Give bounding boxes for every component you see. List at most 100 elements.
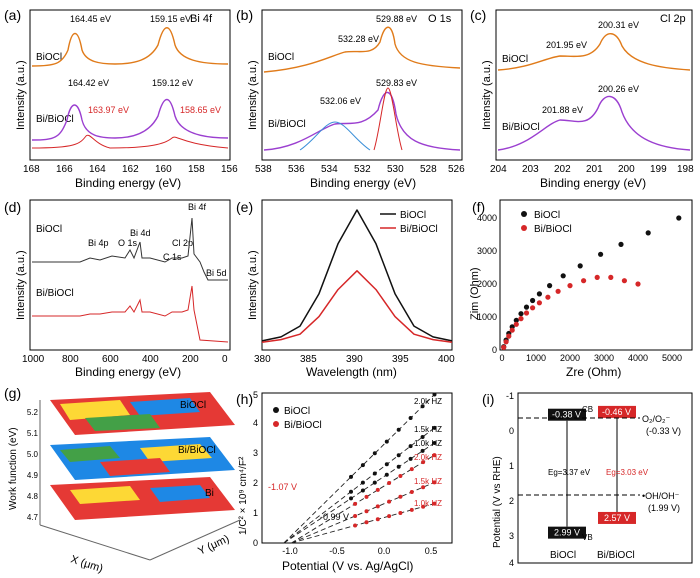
panel-h-point <box>408 456 413 461</box>
panel-i-eg-1: Eg=3.37 eV <box>548 468 591 477</box>
panel-b-ylabel: Intensity (a.u.) <box>247 60 259 130</box>
panel-d-curve-top <box>32 217 228 281</box>
panel-f-ytick: 3000 <box>477 246 497 256</box>
panel-h-point <box>349 474 353 479</box>
panel-a-letter: (a) <box>4 7 21 23</box>
panel-h-xtick: 0.5 <box>425 546 438 556</box>
panel-e-xlabel: Wavelength (nm) <box>306 365 397 379</box>
panel-f-xlabel: Zre (Ohm) <box>566 365 621 379</box>
panel-f: (f) BiOCl Bi/BiOCl 0 1000 2000 3000 4000… <box>469 199 693 379</box>
panel-i-ytick: 1 <box>509 461 514 471</box>
panel-c-xticks: 204 203 202 201 200 199 198 <box>490 164 694 175</box>
panel-d-xtick: 200 <box>182 354 199 365</box>
panel-i-vb-value: 2.99 V <box>554 528 580 538</box>
panel-h-intercept-1: -1.07 V <box>268 482 297 492</box>
panel-a-xtick: 160 <box>155 164 172 175</box>
panel-f-point <box>536 300 543 306</box>
surface-biocl-patch <box>130 398 200 416</box>
panel-f-point <box>547 283 553 289</box>
panel-h-point <box>398 494 403 499</box>
panel-f-point <box>618 241 624 247</box>
panel-h-ytick: 5 <box>253 390 258 400</box>
panel-f-point <box>577 263 583 269</box>
panel-i-cb-value: -0.38 V <box>552 410 581 420</box>
panel-h-point <box>364 520 369 525</box>
panel-h-point <box>432 501 437 506</box>
panel-d: (d) BiOCl Bi/BiOCl Bi 4p O 1s Bi 4d C 1s… <box>4 199 231 379</box>
panel-h-point <box>408 416 413 420</box>
panel-h-point <box>387 481 392 485</box>
panel-g-letter: (g) <box>4 385 21 401</box>
panel-h-freq-r1: 2.0k HZ <box>414 453 442 462</box>
panel-f-point <box>676 215 682 221</box>
panel-b-curve-top <box>263 26 461 73</box>
panel-h-yticks: 0 1 2 3 4 5 <box>253 390 258 548</box>
surface-biocl-patch <box>85 414 160 431</box>
panel-h-legend-marker-1 <box>273 407 279 413</box>
panel-f-xtick: 0 <box>499 353 504 363</box>
panel-f-ytick: 0 <box>492 345 497 355</box>
panel-g-ztick: 5.2 <box>27 408 39 417</box>
panel-h-point <box>421 460 426 465</box>
panel-e-series-1 <box>261 209 453 342</box>
panel-f-point <box>518 311 524 317</box>
panel-h-fit-line <box>291 455 434 544</box>
panel-a-peak3: 164.42 eV <box>68 78 109 88</box>
panel-f-point <box>567 283 573 289</box>
panel-a-xlabel: Binding energy (eV) <box>75 176 181 190</box>
panel-g-ztick: 4.7 <box>27 513 39 522</box>
panel-d-curve-bottom <box>32 285 229 343</box>
panel-g-layer-3: Bi <box>205 488 214 499</box>
panel-f-point <box>506 333 512 339</box>
panel-f-point <box>645 230 651 236</box>
panel-g-zticks: 5.2 5.1 5.0 4.9 4.8 4.7 <box>27 408 39 522</box>
panel-h-point <box>353 514 358 518</box>
panel-f-point <box>598 251 604 257</box>
panel-f-point <box>635 281 641 287</box>
panel-h-freq-b2: 1.5k HZ <box>414 425 442 434</box>
panel-d-label-o1s: O 1s <box>118 238 138 248</box>
panel-f-point <box>501 344 507 350</box>
panel-e-xtick: 390 <box>346 354 363 365</box>
panel-d-label-bi4f: Bi 4f <box>188 202 207 212</box>
panel-g-ztick: 5.1 <box>27 429 39 438</box>
panel-h-point <box>364 509 369 514</box>
panel-i-oh-v: (1.99 V) <box>648 503 680 513</box>
panel-h-point <box>372 480 377 485</box>
panel-h-point <box>384 462 389 467</box>
panel-h-ytick: 1 <box>253 508 258 518</box>
panel-h-xtick: -0.5 <box>329 546 345 556</box>
panel-f-ylabel: Zim (Ohm) <box>469 267 481 320</box>
panel-a-xtick: 156 <box>221 164 238 175</box>
panel-e: (e) BiOCl Bi/BiOCl 380 385 390 395 400 W… <box>236 199 455 379</box>
panel-h-point <box>349 489 353 494</box>
panel-b-peak4: 529.83 eV <box>376 78 417 88</box>
panel-a-xticks: 168 166 164 162 160 158 156 <box>23 164 238 175</box>
panel-h-point <box>432 425 437 430</box>
panel-f-point <box>621 278 628 284</box>
panel-f-xtick: 2000 <box>560 353 580 363</box>
panel-f-xtick: 5000 <box>662 353 682 363</box>
panel-g-xaxis-label: X (μm) <box>69 553 104 575</box>
panel-c: (c) Cl 2p BiOCl Bi/BiOCl 201.95 eV 200.3… <box>470 7 694 190</box>
panel-i-ytick: 2 <box>509 496 514 506</box>
panel-i-cb-block <box>598 405 636 418</box>
panel-h-point <box>375 504 380 509</box>
panel-c-element: Cl 2p <box>660 13 686 25</box>
panel-a-element: Bi 4f <box>190 13 213 25</box>
panel-h-letter: (h) <box>236 391 253 407</box>
panel-i: (i) -0.38 V 2.99 V -0.46 V 2.57 V O₂/O₂⁻ (-… <box>482 391 693 568</box>
panel-d-xtick: 1000 <box>22 354 45 365</box>
panel-a-xtick: 164 <box>89 164 106 175</box>
panel-c-peak3: 201.88 eV <box>542 105 583 115</box>
panel-h-xtick: -1.0 <box>282 546 298 556</box>
panel-g-ztick: 5.0 <box>27 450 39 459</box>
panel-b-fit-red <box>373 87 403 151</box>
panel-d-sample-bottom: Bi/BiOCl <box>36 288 74 299</box>
panel-e-xtick: 380 <box>254 354 271 365</box>
panel-a-metal-curve <box>31 134 229 149</box>
panel-h-fit-line <box>283 443 434 544</box>
panel-i-ytick: 0 <box>509 426 514 436</box>
panel-f-plot <box>501 215 682 350</box>
panel-h-frame <box>261 392 453 544</box>
